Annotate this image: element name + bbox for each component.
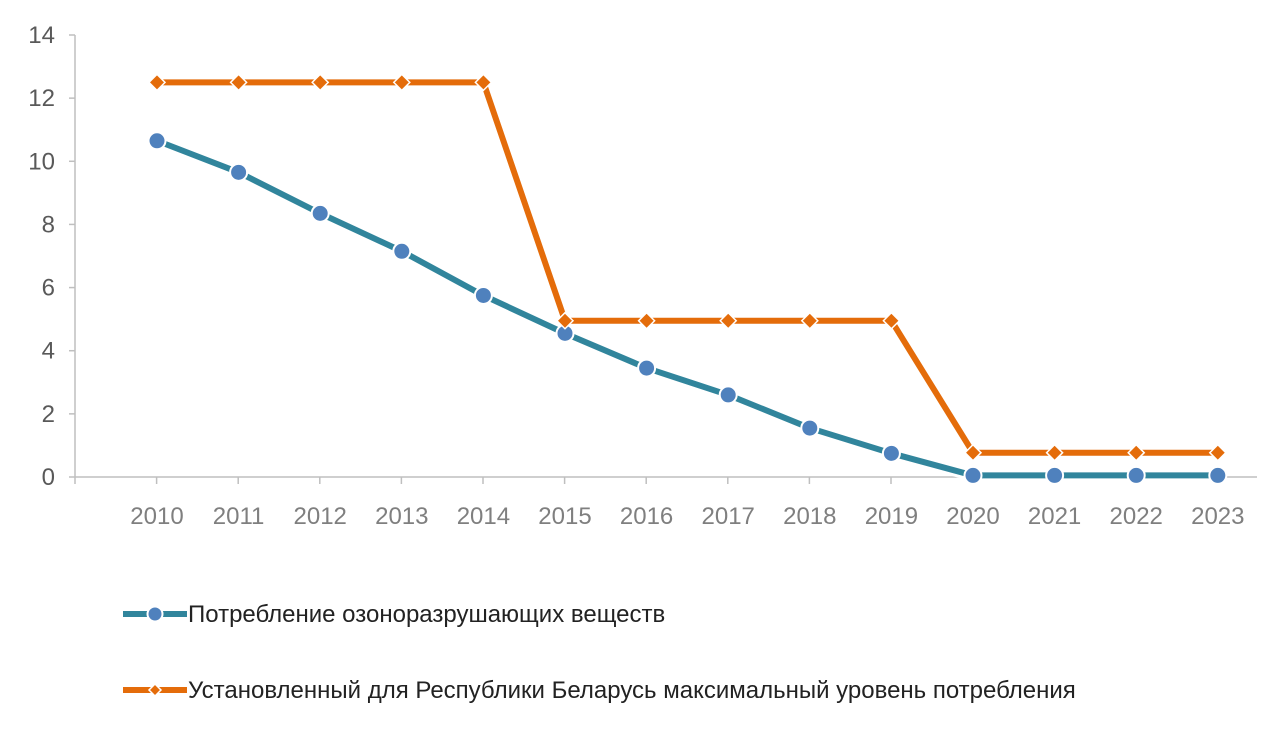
x-tick-label: 2019 [865,503,918,530]
x-tick-label: 2021 [1028,503,1081,530]
data-point [637,311,656,330]
legend-item: Потребление озоноразрушающих веществ [123,601,665,628]
x-tick-label: 2016 [620,503,673,530]
x-tick-label: 2020 [946,503,999,530]
series-line-outline [154,135,1218,482]
data-point [637,358,657,378]
y-tick-label: 8 [42,211,55,238]
data-point [1127,443,1146,462]
x-tick-label: 2011 [213,503,265,530]
data-point [1208,443,1227,462]
data-point [963,443,983,462]
data-point [147,73,167,92]
x-tick-label: 2023 [1191,503,1244,530]
x-axis-ticks: 2010 2011 2012 2013 2014 2015 2016 2017 2018 2019… [74,477,1244,530]
series-lines [154,76,1218,482]
y-tick-label: 4 [42,338,55,365]
legend-label: Потребление озоноразрушающих веществ [188,601,665,628]
legend-item: Установленный для Республики Беларусь ма… [123,677,1076,704]
data-point [310,203,330,223]
legend: Потребление озоноразрушающих веществ Уста… [123,601,1076,704]
chart-axes [74,35,1257,478]
data-point [800,418,820,438]
data-point [147,131,167,151]
x-tick-label: 2010 [130,503,183,530]
data-point [882,311,901,330]
data-point [1126,465,1146,485]
data-point [1208,465,1228,485]
data-point [800,311,819,330]
x-tick-label: 2022 [1110,503,1163,530]
data-point [963,465,983,485]
x-tick-label: 2014 [457,503,510,530]
legend-marker [146,605,164,623]
data-point [1045,443,1064,462]
series-line-outline [157,76,1218,459]
x-tick-label: 2017 [702,503,755,530]
data-point [474,73,493,92]
x-tick-label: 2013 [375,503,428,530]
data-point [555,311,575,330]
data-point [473,285,493,305]
data-point [718,385,738,405]
y-tick-label: 10 [28,148,55,175]
legend-label: Установленный для Республики Беларусь ма… [188,677,1076,704]
series-line [157,79,1218,456]
x-tick-label: 2012 [294,503,347,530]
data-point [719,311,738,330]
y-tick-label: 14 [28,22,55,49]
y-tick-label: 12 [28,85,55,112]
y-axis-ticks: 0 2 4 6 8 10 12 14 [28,22,75,491]
data-point [229,162,249,182]
y-tick-label: 6 [42,275,55,302]
data-point [881,443,901,463]
x-tick-label: 2018 [783,503,836,530]
data-point [311,73,330,92]
y-tick-label: 2 [42,401,55,428]
data-point [1045,465,1065,485]
data-point [392,241,412,261]
y-tick-label: 0 [42,464,55,491]
data-point [229,73,248,92]
x-tick-label: 2015 [538,503,591,530]
legend-marker [147,682,163,698]
series-line [155,137,1218,479]
data-point [392,73,411,92]
series-markers [147,73,1228,485]
